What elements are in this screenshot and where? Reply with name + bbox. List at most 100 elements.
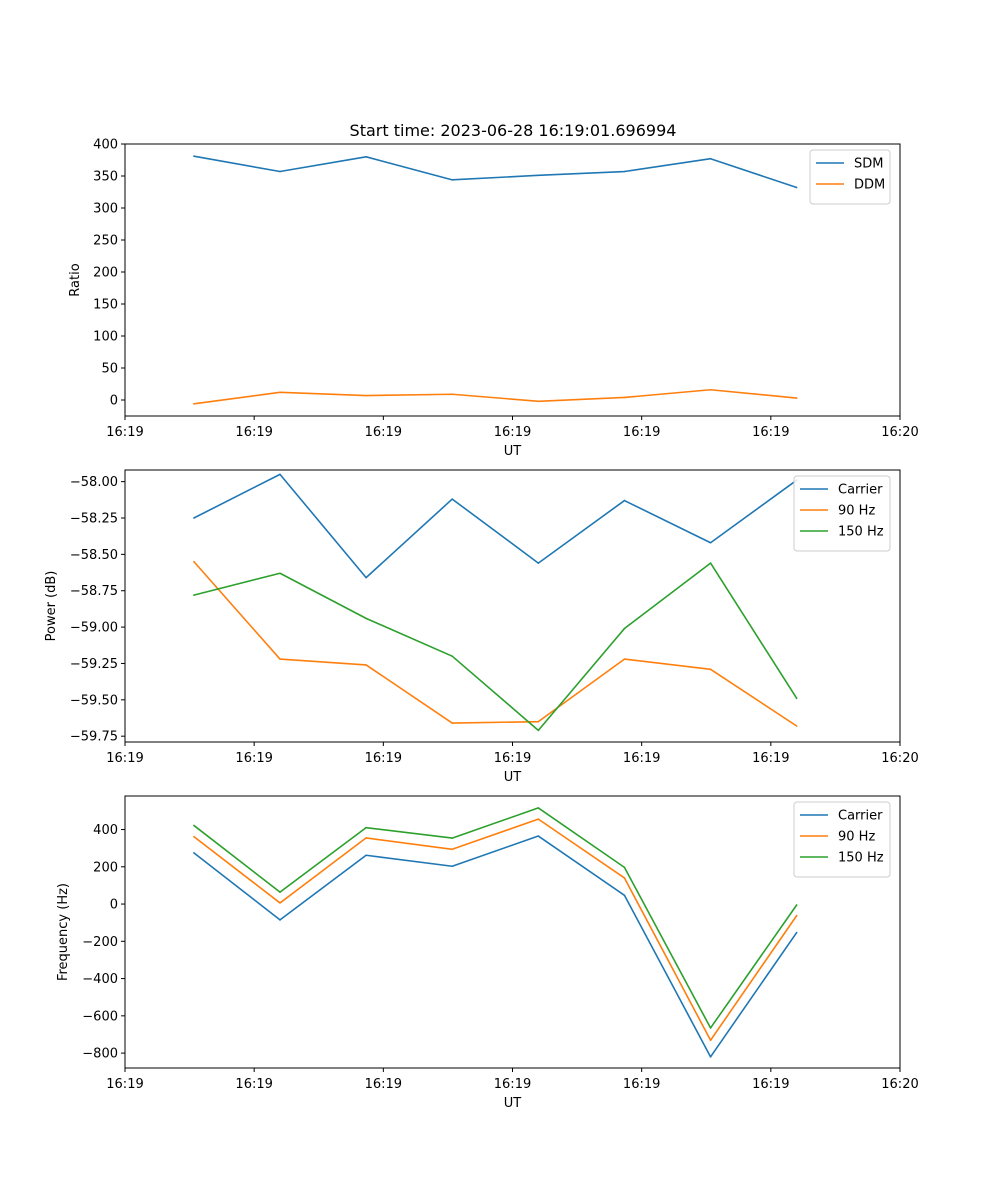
data-point — [709, 1027, 712, 1029]
data-point — [365, 394, 367, 397]
data-point — [709, 1056, 712, 1058]
legend-box — [793, 475, 891, 552]
data-point — [709, 157, 712, 160]
data-point — [795, 186, 798, 189]
y-tick-label: 0 — [110, 898, 118, 913]
x-tick-label: 16:20 — [881, 751, 918, 766]
y-tick-label: −200 — [82, 935, 118, 950]
data-point — [279, 473, 281, 476]
data-point — [623, 499, 626, 502]
x-tick-label: 16:19 — [623, 751, 660, 766]
data-point — [623, 658, 626, 660]
y-axis-label: Ratio — [68, 263, 83, 296]
data-point — [193, 852, 195, 854]
data-point — [451, 722, 454, 724]
legend-label: 150 Hz — [838, 525, 884, 540]
legend-label: DDM — [854, 178, 885, 193]
data-point — [537, 729, 540, 732]
data-point — [365, 826, 367, 829]
x-tick-label: 16:19 — [494, 1077, 531, 1092]
x-axis-label: UT — [504, 1096, 522, 1111]
axes-frame — [124, 469, 901, 743]
data-point — [795, 697, 798, 700]
data-point — [365, 837, 367, 839]
data-point — [193, 560, 195, 563]
series-line-150-hz — [193, 562, 798, 732]
x-tick-label: 16:19 — [106, 751, 143, 766]
x-tick-label: 16:19 — [752, 425, 789, 440]
data-point — [537, 720, 540, 723]
data-point — [365, 854, 367, 857]
x-tick-label: 16:19 — [752, 1077, 789, 1092]
data-point — [279, 891, 281, 893]
x-tick-label: 16:19 — [623, 425, 660, 440]
data-point — [709, 388, 712, 391]
data-point — [623, 170, 626, 173]
y-axis-label: Frequency (Hz) — [56, 883, 71, 981]
data-point — [365, 576, 367, 579]
y-tick-label: 400 — [93, 138, 118, 153]
x-tick-label: 16:19 — [106, 1077, 143, 1092]
y-tick-label: −58.75 — [70, 584, 118, 599]
y-tick-label: 100 — [93, 330, 118, 345]
y-tick-label: −58.25 — [70, 512, 118, 527]
y-tick-label: −59.50 — [70, 693, 118, 708]
series-line-sdm — [193, 155, 797, 189]
x-tick-label: 16:20 — [881, 425, 918, 440]
data-point — [451, 393, 454, 396]
panel-2: 16:19 16:19 16:19 16:19 16:19 16:19 16:20 −59.7… — [44, 469, 919, 785]
data-point — [193, 824, 195, 827]
y-tick-label: −59.00 — [70, 621, 118, 636]
y-tick-label: 200 — [93, 860, 118, 875]
y-tick-label: 350 — [93, 170, 118, 185]
data-point — [451, 655, 454, 657]
series-line-150-hz — [193, 807, 798, 1029]
y-tick-label: −59.75 — [70, 730, 118, 745]
y-tick-label: 300 — [93, 202, 118, 217]
y-tick-label: 150 — [93, 298, 118, 313]
legend-label: 90 Hz — [838, 504, 875, 519]
y-tick-label: 200 — [93, 266, 118, 281]
data-point — [537, 835, 540, 837]
data-point — [193, 403, 195, 405]
data-point — [193, 155, 195, 157]
x-axis-label: UT — [504, 444, 522, 459]
data-point — [451, 498, 454, 500]
y-tick-label: 50 — [101, 362, 118, 377]
data-point — [537, 562, 540, 564]
data-point — [795, 904, 798, 906]
y-tick-label: 400 — [93, 823, 118, 838]
data-point — [795, 931, 798, 934]
x-tick-label: 16:19 — [494, 425, 531, 440]
y-tick-label: −58.00 — [70, 475, 118, 490]
x-axis-label: UT — [504, 770, 522, 785]
data-point — [537, 818, 540, 820]
legend-box — [793, 801, 891, 878]
series-line-90-hz — [193, 561, 798, 727]
series-line-carrier — [193, 835, 798, 1058]
data-point — [193, 835, 195, 838]
data-point — [537, 400, 540, 403]
data-point — [795, 397, 798, 399]
x-tick-label: 16:19 — [106, 425, 143, 440]
data-point — [537, 174, 540, 177]
data-point — [365, 664, 367, 666]
x-tick-label: 16:19 — [235, 425, 272, 440]
data-point — [709, 541, 712, 544]
data-point — [537, 807, 540, 809]
data-point — [279, 658, 281, 660]
panel-1: 16:19 16:19 16:19 16:19 16:19 16:19 16:20 0 50 10… — [68, 138, 919, 460]
panel-3: 16:19 16:19 16:19 16:19 16:19 16:19 16:20 −800 −… — [56, 795, 919, 1111]
x-tick-label: 16:19 — [235, 1077, 272, 1092]
y-tick-label: −59.25 — [70, 657, 118, 672]
legend-label: Carrier — [838, 809, 883, 824]
data-point — [279, 572, 281, 575]
data-point — [623, 877, 626, 879]
data-point — [451, 848, 454, 851]
data-point — [365, 617, 367, 620]
series-line-ddm — [193, 388, 797, 405]
y-tick-label: 250 — [93, 234, 118, 249]
data-point — [451, 179, 454, 181]
figure-title: Start time: 2023-06-28 16:19:01.696994 — [350, 121, 677, 140]
